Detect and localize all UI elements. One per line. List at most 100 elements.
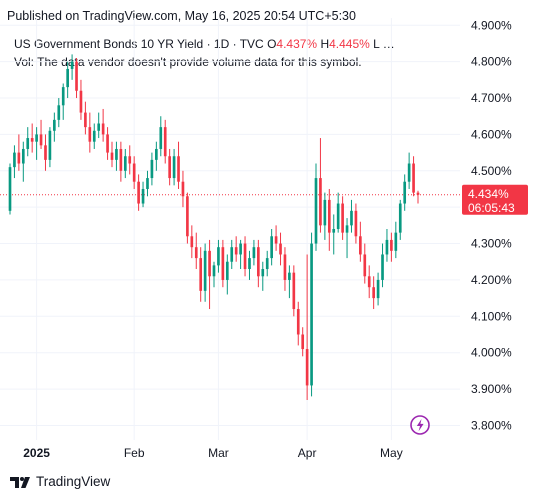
candle-body	[75, 61, 78, 91]
candle-body	[26, 138, 30, 149]
candle-body	[279, 243, 282, 255]
candle-body	[106, 134, 109, 153]
candle-body	[314, 178, 318, 244]
price-tick-label: 4.000%	[471, 346, 512, 360]
candle-body	[323, 199, 327, 226]
candle-body	[128, 156, 132, 164]
candle-body	[150, 159, 154, 179]
candle-body	[13, 152, 16, 168]
candle-body	[203, 250, 207, 291]
candle-body	[35, 134, 38, 142]
candle-body	[190, 236, 194, 248]
lightning-icon[interactable]	[410, 415, 430, 435]
candle-body	[283, 254, 287, 280]
price-axis[interactable]: 4.900%4.800%4.700%4.600%4.500%4.400%4.30…	[471, 18, 512, 432]
candle-body	[92, 130, 96, 142]
price-tick-label: 4.300%	[471, 237, 512, 251]
last-price-tag-background	[462, 184, 528, 215]
candle-body	[243, 243, 247, 270]
published-caption: Published on TradingView.com, May 16, 20…	[7, 9, 356, 23]
candle-body	[39, 134, 43, 146]
source-label: TVC	[239, 37, 264, 51]
candle-body	[172, 156, 176, 179]
time-tick-label: Feb	[124, 446, 145, 460]
price-tick-label: 4.100%	[471, 309, 512, 323]
candle-body	[376, 279, 380, 299]
bar-countdown: 06:05:43	[468, 201, 515, 215]
candle-body	[301, 334, 305, 350]
time-tick-label: Mar	[208, 446, 229, 460]
candle-body	[327, 199, 331, 233]
candle-body	[88, 127, 92, 142]
candle-body	[394, 232, 398, 251]
candle-body	[336, 203, 340, 229]
candle-body	[8, 167, 12, 211]
candle-body	[217, 247, 220, 266]
candle-body	[110, 152, 114, 160]
candle-body	[70, 61, 74, 69]
open-label: O	[267, 37, 277, 51]
candle-body	[221, 247, 225, 280]
candle-body	[163, 127, 167, 157]
candle-body	[363, 254, 367, 277]
price-tick-label: 4.900%	[471, 18, 512, 32]
last-price-tag: 4.434% 06:05:43	[462, 184, 528, 215]
candle-body	[61, 87, 65, 106]
candle-body	[239, 243, 242, 255]
candle-body	[319, 178, 322, 226]
candle-body	[354, 210, 358, 237]
candle-body	[390, 239, 393, 251]
symbol-legend: US Government Bonds 10 YR Yield · 1D · T…	[14, 37, 395, 51]
high-label: H	[320, 37, 330, 51]
candle-body	[341, 203, 344, 233]
candle-body	[252, 247, 256, 259]
legend-separator: ·	[232, 37, 240, 51]
price-tick-label: 3.800%	[471, 418, 512, 432]
candle-body	[48, 130, 52, 160]
candle-body	[261, 269, 265, 277]
candle-body	[132, 163, 136, 182]
candle-body	[155, 148, 158, 160]
candle-body	[359, 236, 362, 255]
candle-body	[305, 349, 309, 386]
time-tick-label: 2025	[23, 446, 50, 460]
candle-body	[79, 90, 83, 113]
candle-body	[412, 163, 415, 193]
candle-body	[17, 152, 21, 164]
interval-label: 1D	[213, 37, 230, 51]
candle-body	[84, 112, 87, 128]
candle-body	[66, 68, 69, 88]
candle-body	[159, 127, 163, 149]
time-axis[interactable]: 2025 Feb Mar Apr May	[23, 446, 402, 460]
candle-body	[115, 148, 118, 160]
candle-body	[225, 261, 229, 280]
candle-body	[168, 156, 171, 179]
candle-body	[296, 309, 300, 335]
candle-body	[194, 247, 198, 259]
candle-body	[30, 138, 34, 142]
price-tick-label: 4.200%	[471, 273, 512, 287]
candle-body	[403, 181, 407, 204]
high-value: 4.445%	[329, 37, 370, 51]
time-tick-label: Apr	[298, 446, 317, 460]
legend-tail: L …	[373, 37, 395, 51]
candle-body	[367, 276, 371, 288]
tradingview-logo[interactable]: TradingView	[10, 474, 110, 489]
candle-body	[350, 210, 353, 226]
grid-lines	[0, 18, 460, 440]
candle-body	[288, 272, 291, 280]
candle-body	[381, 254, 384, 280]
candle-body	[372, 287, 375, 299]
candle-body	[416, 192, 420, 195]
candle-body	[53, 119, 56, 131]
candle-body	[119, 148, 123, 171]
candle-body	[310, 243, 313, 386]
candle-body	[101, 123, 105, 135]
legend-separator: ·	[206, 37, 214, 51]
symbol-name: US Government Bonds 10 YR Yield	[14, 37, 204, 51]
candle-body	[141, 188, 145, 204]
candle-body	[44, 145, 47, 160]
candle-body	[257, 247, 260, 277]
candle-body	[186, 196, 189, 237]
